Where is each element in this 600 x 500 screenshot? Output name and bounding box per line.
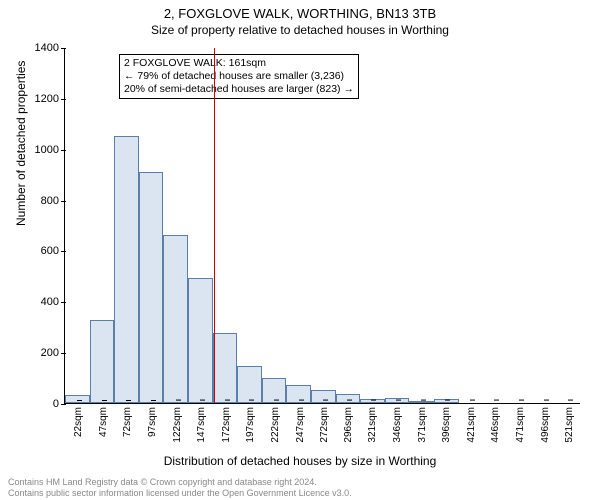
histogram-bar: [114, 136, 139, 403]
footer-line-2: Contains public sector information licen…: [8, 488, 352, 498]
x-tick: 421sqm: [466, 403, 477, 443]
y-tick: 1000: [35, 144, 65, 156]
reference-line: [214, 48, 215, 403]
x-tick: 72sqm: [122, 403, 133, 437]
x-tick: 396sqm: [441, 403, 452, 443]
x-tick: 47sqm: [98, 403, 109, 437]
annotation-line-1: 2 FOXGLOVE WALK: 161sqm: [124, 57, 354, 70]
x-tick: 471sqm: [515, 403, 526, 443]
x-tick: 521sqm: [564, 403, 575, 443]
y-tick: 1200: [35, 93, 65, 105]
histogram-bar: [237, 366, 262, 403]
x-tick: 296sqm: [343, 403, 354, 443]
x-tick: 496sqm: [540, 403, 551, 443]
y-tick: 400: [41, 296, 65, 308]
x-tick: 97sqm: [147, 403, 158, 437]
y-tick: 0: [53, 398, 65, 410]
histogram-bar: [90, 320, 115, 403]
page-title: 2, FOXGLOVE WALK, WORTHING, BN13 3TB: [0, 0, 600, 21]
y-tick: 800: [41, 195, 65, 207]
x-axis-label: Distribution of detached houses by size …: [0, 454, 600, 468]
footer-line-1: Contains HM Land Registry data © Crown c…: [8, 477, 352, 487]
x-tick: 272sqm: [319, 403, 330, 443]
histogram-bar: [139, 172, 164, 403]
x-tick: 321sqm: [367, 403, 378, 443]
y-tick: 1400: [35, 42, 65, 54]
x-tick: 22sqm: [73, 403, 84, 437]
x-tick: 197sqm: [245, 403, 256, 443]
footer-attribution: Contains HM Land Registry data © Crown c…: [8, 477, 352, 498]
x-tick: 247sqm: [295, 403, 306, 443]
histogram-bar: [188, 278, 213, 403]
chart-subtitle: Size of property relative to detached ho…: [0, 21, 600, 37]
annotation-line-3: 20% of semi-detached houses are larger (…: [124, 83, 354, 96]
plot-region: 2 FOXGLOVE WALK: 161sqm ← 79% of detache…: [64, 48, 580, 404]
y-axis-label: Number of detached properties: [14, 61, 28, 226]
x-tick: 147sqm: [196, 403, 207, 443]
x-tick: 371sqm: [417, 403, 428, 443]
histogram-bar: [213, 333, 238, 403]
y-tick: 600: [41, 245, 65, 257]
histogram-bar: [311, 390, 336, 403]
chart-area: 2 FOXGLOVE WALK: 161sqm ← 79% of detache…: [64, 48, 580, 404]
x-tick: 346sqm: [392, 403, 403, 443]
x-tick: 222sqm: [270, 403, 281, 443]
histogram-bar: [336, 394, 361, 403]
annotation-box: 2 FOXGLOVE WALK: 161sqm ← 79% of detache…: [119, 54, 359, 99]
x-tick: 122sqm: [172, 403, 183, 443]
x-tick: 446sqm: [490, 403, 501, 443]
annotation-line-2: ← 79% of detached houses are smaller (3,…: [124, 70, 354, 83]
x-tick: 172sqm: [221, 403, 232, 443]
y-tick: 200: [41, 347, 65, 359]
histogram-bar: [163, 235, 188, 403]
